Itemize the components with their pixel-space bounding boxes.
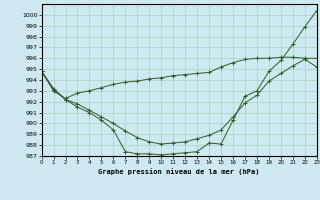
X-axis label: Graphe pression niveau de la mer (hPa): Graphe pression niveau de la mer (hPa) — [99, 168, 260, 175]
